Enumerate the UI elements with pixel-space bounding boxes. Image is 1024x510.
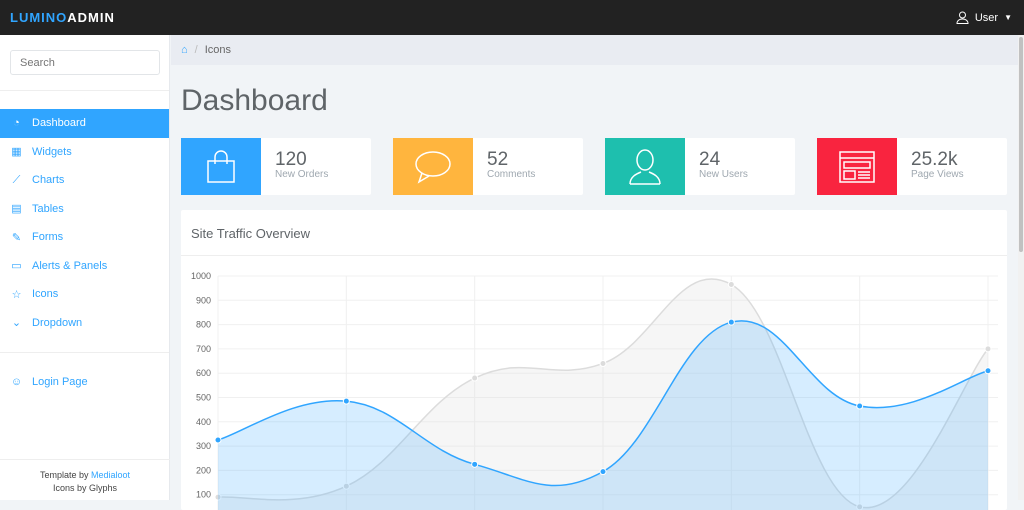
brand-part1: LUMINO (10, 10, 68, 25)
stat-value: 52 (487, 149, 509, 170)
shopping-bag-icon (181, 138, 261, 195)
site-traffic-panel: Site Traffic Overview 100 200 300 400 500 600… (181, 210, 1007, 510)
sidebar-item-alerts-panels[interactable]: ▭ Alerts & Panels (0, 252, 169, 281)
sidebar-item-charts[interactable]: ⟋ Charts (0, 166, 169, 195)
sidebar-item-label: Dropdown (32, 316, 83, 329)
breadcrumb: ⌂ / Icons (171, 35, 1018, 65)
stat-label: Page Views (911, 169, 964, 180)
user-icon (605, 138, 685, 195)
breadcrumb-current: Icons (204, 44, 232, 56)
series-area (218, 278, 988, 510)
icons-credit: Icons by Glyphs (52, 483, 118, 493)
stat-card-orders: 120 New Orders (181, 138, 371, 195)
y-tick-label: 100 (196, 490, 211, 500)
traffic-chart: 100 200 300 400 500 600 700 800 900 1000 (191, 271, 998, 510)
sidebar-item-dashboard[interactable]: ◔ Dashboard (0, 109, 169, 138)
comment-icon (393, 138, 473, 195)
data-point (727, 281, 735, 289)
medialoot-link[interactable]: Medialoot (91, 470, 131, 480)
sidebar-item-label: Icons (32, 288, 59, 301)
sidebar-item-login[interactable]: ☺ Login Page (0, 368, 169, 397)
stat-value: 120 (275, 149, 307, 170)
stat-card-comments: 52 Comments (393, 138, 583, 195)
search-input[interactable] (10, 50, 160, 75)
sidebar-item-label: Alerts & Panels (32, 259, 108, 272)
sidebar-item-label: Dashboard (32, 117, 86, 130)
y-tick-label: 500 (196, 393, 211, 403)
stat-label: New Users (699, 169, 748, 180)
data-point (471, 460, 479, 468)
panel-title: Site Traffic Overview (181, 210, 1007, 256)
y-tick-label: 300 (196, 441, 211, 451)
data-point (984, 367, 992, 375)
line-chart-icon: ⟋ (12, 173, 21, 186)
stat-value: 24 (699, 149, 721, 170)
data-point (984, 345, 992, 353)
pencil-icon: ✎ (11, 231, 22, 244)
sidebar-item-label: Widgets (32, 145, 72, 158)
sidebar-item-dropdown[interactable]: ⌄ Dropdown (0, 309, 169, 338)
caret-down-icon: ▼ (1004, 13, 1012, 22)
star-icon: ☆ (11, 288, 22, 301)
brand-part2: ADMIN (67, 10, 115, 25)
sidebar-item-tables[interactable]: ▤ Tables (0, 195, 169, 224)
brand-logo[interactable]: LUMINOADMIN (10, 10, 115, 25)
y-tick-label: 1000 (191, 271, 211, 281)
home-icon[interactable]: ⌂ (181, 44, 188, 56)
divider (0, 90, 169, 91)
stat-value: 25.2k (911, 149, 958, 170)
stat-label: Comments (487, 169, 536, 180)
stat-card-users: 24 New Users (605, 138, 795, 195)
page-title: Dashboard (181, 84, 328, 117)
y-tick-label: 700 (196, 344, 211, 354)
scrollbar-thumb[interactable] (1019, 37, 1023, 252)
data-point (342, 482, 350, 490)
sidebar-item-forms[interactable]: ✎ Forms (0, 223, 169, 252)
data-point (856, 402, 864, 410)
dashboard-icon: ◔ (13, 117, 20, 130)
browser-window-icon (817, 138, 897, 195)
user-icon: ☺ (10, 376, 23, 389)
sidebar-item-label: Charts (32, 174, 65, 187)
sidebar-item-label: Login Page (32, 376, 88, 389)
divider (0, 352, 169, 353)
y-tick-label: 600 (196, 368, 211, 378)
panel-icon: ▭ (11, 260, 22, 273)
top-navbar: LUMINOADMIN User ▼ (0, 0, 1024, 35)
sidebar-item-label: Forms (32, 231, 64, 244)
stat-card-pageviews: 25.2k Page Views (817, 138, 1007, 195)
data-point (342, 397, 350, 405)
sidebar: ◔ Dashboard ▦ Widgets ⟋ Charts ▤ Tables ✎ For… (0, 35, 170, 500)
stat-label: New Orders (275, 169, 329, 180)
data-point (727, 318, 735, 326)
sidebar-item-icons[interactable]: ☆ Icons (0, 280, 169, 309)
y-tick-label: 200 (196, 465, 211, 475)
table-icon: ▤ (11, 203, 22, 216)
calendar-icon: ▦ (11, 146, 22, 159)
user-icon (956, 11, 969, 24)
data-point (214, 436, 222, 444)
user-menu[interactable]: User ▼ (956, 11, 1012, 24)
series-area (218, 320, 988, 510)
sidebar-footer: Template by Medialoot Icons by Glyphs (0, 459, 170, 500)
sidebar-item-label: Tables (32, 202, 64, 215)
data-point (599, 359, 607, 367)
y-tick-label: 900 (196, 295, 211, 305)
scrollbar[interactable] (1018, 35, 1024, 500)
user-label: User (974, 11, 999, 24)
sidebar-nav: ◔ Dashboard ▦ Widgets ⟋ Charts ▤ Tables ✎ For… (0, 109, 169, 337)
y-tick-label: 800 (196, 320, 211, 330)
breadcrumb-separator: / (194, 44, 198, 56)
y-tick-label: 400 (196, 417, 211, 427)
template-credit: Template by (39, 470, 91, 480)
data-point (471, 374, 479, 382)
series-line (217, 320, 989, 487)
data-point (599, 468, 607, 476)
sidebar-item-widgets[interactable]: ▦ Widgets (0, 138, 169, 167)
chevron-circle-icon: ⌄ (11, 317, 22, 330)
